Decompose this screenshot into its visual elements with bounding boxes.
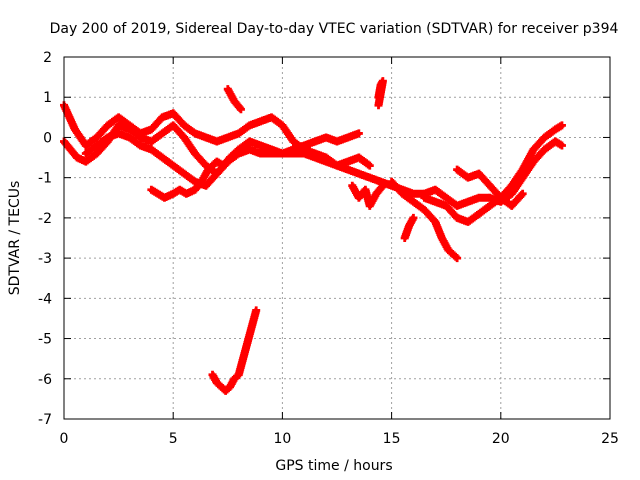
y-tick-label: 0: [43, 130, 52, 146]
data-point: [453, 254, 462, 263]
series-track-f: [400, 213, 418, 242]
data-point: [420, 205, 439, 225]
x-tick-label: 5: [169, 431, 178, 447]
x-tick-label: 20: [492, 431, 510, 447]
data-point: [387, 177, 406, 197]
data-point: [507, 167, 526, 190]
x-axis-label: GPS time / hours: [275, 458, 392, 474]
data-point: [529, 134, 548, 154]
y-tick-label: -7: [38, 412, 52, 428]
data-point: [557, 141, 566, 150]
x-tick-label: 15: [383, 431, 401, 447]
data-point: [354, 129, 363, 138]
data-points: [60, 77, 566, 395]
x-tick-label: 25: [601, 431, 619, 447]
y-tick-label: -4: [38, 291, 52, 307]
y-tick-label: 1: [43, 90, 52, 106]
data-point: [518, 147, 537, 174]
series-track-l: [348, 181, 387, 210]
data-point: [518, 189, 527, 198]
data-point: [507, 175, 526, 198]
plot-frame: [63, 56, 611, 420]
y-tick-label: -2: [38, 211, 52, 227]
data-point: [474, 169, 493, 189]
y-tick-label: -5: [38, 332, 52, 348]
data-point: [60, 101, 79, 132]
data-point: [201, 170, 220, 190]
x-tick-label: 10: [273, 431, 291, 447]
y-tick-label: -6: [38, 372, 52, 388]
y-axis-label: SDTVAR / TECUs: [7, 181, 23, 296]
data-point: [365, 161, 374, 170]
grid-lines: [64, 57, 610, 419]
data-point: [252, 306, 261, 315]
data-point: [256, 149, 274, 158]
series-track-a: [60, 121, 566, 210]
series-track-j: [374, 77, 387, 110]
data-point: [442, 201, 460, 221]
data-point: [518, 159, 537, 182]
data-point: [236, 105, 245, 114]
data-point: [278, 121, 297, 144]
data-point: [529, 146, 548, 166]
data-point: [92, 122, 111, 142]
data-point: [169, 109, 187, 129]
x-tick-label: 0: [60, 431, 69, 447]
data-point: [378, 181, 387, 190]
data-point: [92, 138, 111, 158]
series-track-g: [420, 121, 566, 226]
series-track-h: [453, 165, 527, 210]
series-track-e: [387, 177, 462, 263]
data-point: [507, 191, 526, 210]
data-point: [485, 181, 504, 201]
series-track-b: [60, 101, 374, 170]
y-tick-label: -3: [38, 251, 52, 267]
data-point: [147, 114, 166, 134]
data-point: [191, 149, 209, 169]
series-track-i: [223, 85, 245, 114]
series-track-k: [208, 306, 261, 395]
chart-title: Day 200 of 2019, Sidereal Day-to-day VTE…: [50, 21, 619, 37]
data-point: [374, 93, 383, 102]
data-point: [70, 125, 89, 148]
y-tick-label: 2: [43, 50, 52, 66]
data-point: [234, 145, 243, 154]
data-point: [557, 121, 566, 130]
y-tick-label: -1: [38, 171, 52, 187]
series-track-d: [147, 145, 243, 202]
data-point: [180, 133, 198, 156]
series-track-c: [81, 129, 363, 190]
data-point: [169, 121, 187, 141]
data-point: [409, 213, 418, 222]
